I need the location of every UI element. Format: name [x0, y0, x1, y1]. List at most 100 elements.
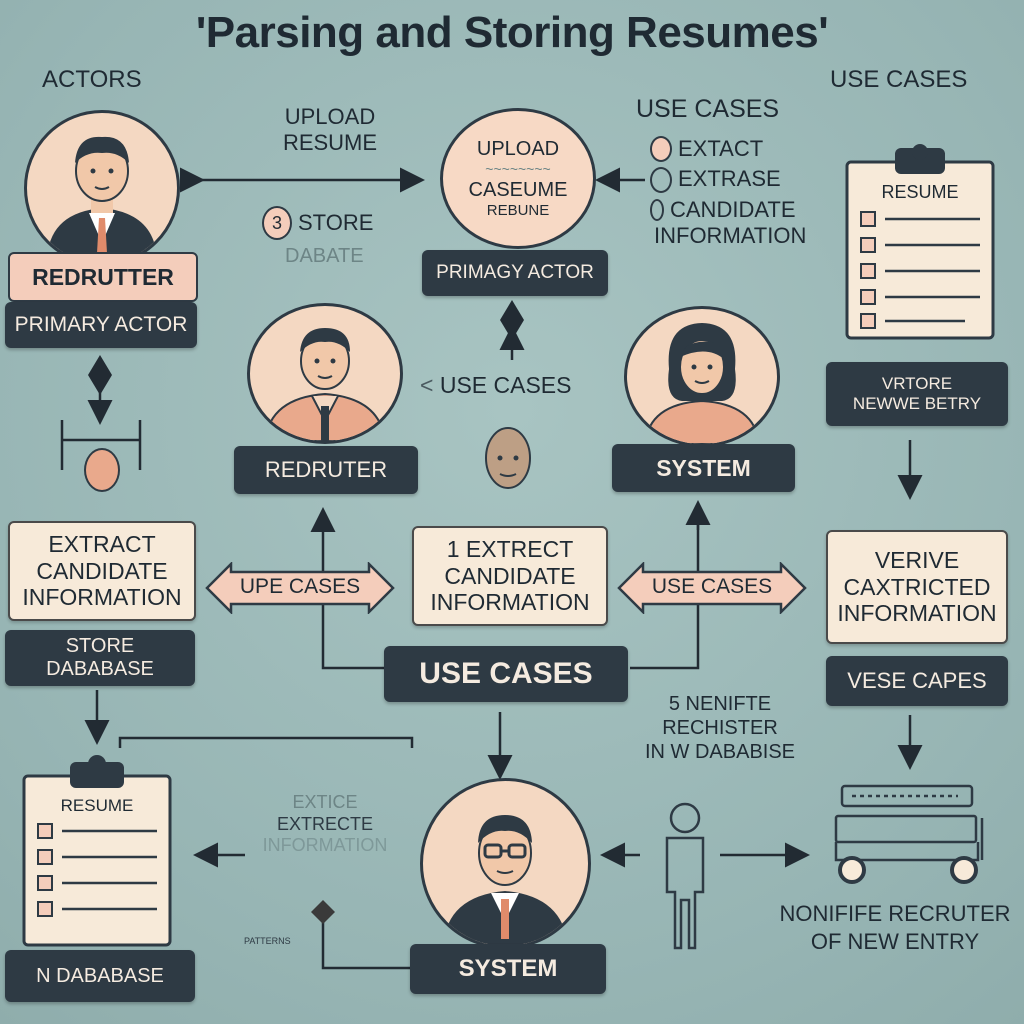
primary-actor-pill-center: PRIMAGY ACTOR [422, 250, 608, 296]
upload-resume-circle: UPLOAD ~~~~~~~~ CASEUME REBUNE [440, 108, 596, 249]
store-text: STORE [298, 209, 374, 235]
box-line-3: INFORMATION [837, 600, 997, 627]
database-cart-icon [828, 778, 988, 888]
cart-icon [834, 784, 984, 884]
left-diamond [88, 355, 112, 395]
small-caption: PATTERNS [244, 936, 291, 946]
faded-extract-text: EXTICE EXTRECTE INFORMATION [250, 792, 400, 857]
person-icon [263, 328, 387, 441]
primary-actor-label: PRIMARY ACTOR [5, 302, 197, 348]
double-arrow-shape [617, 560, 807, 616]
box-line-2: CANDIDATE [444, 562, 576, 589]
actors-header: ACTORS [42, 66, 142, 93]
store-step: 3 STORE [262, 206, 373, 240]
register-text: 5 NENIFTE RECHISTER IN W DABABISE [620, 692, 820, 764]
recruiter-name-top-left: REDRUTTER [8, 252, 198, 302]
person-icon [47, 136, 157, 263]
circle-line-1: UPLOAD [476, 138, 560, 161]
list-item-label: CANDIDATE [670, 196, 796, 222]
system-up-connector [630, 510, 700, 670]
verify-info-box: VERIVE CAXTRICTED INFORMATION [826, 530, 1008, 644]
store-sub-text: DABATE [285, 245, 364, 267]
extract-info-box-center: 1 EXTRECT CANDIDATE INFORMATION [412, 526, 608, 626]
notify-recruiter-text: NONIFIFE RECRUTER OF NEW ENTRY [766, 900, 1024, 955]
system-avatar-bottom [420, 778, 591, 949]
circle-line-2: CASEUME [468, 178, 568, 201]
use-cases-arrow-right: USE CASES [617, 560, 807, 616]
person-outline-icon [665, 802, 705, 950]
circle-faded-line: ~~~~~~~~ [485, 161, 551, 178]
faded-line-1: EXTICE [292, 792, 358, 812]
upload-line-2: RESUME [282, 130, 378, 156]
center-diamond [500, 300, 524, 340]
small-person-icon [478, 424, 538, 496]
person-glasses-icon [443, 815, 568, 946]
bullet-icon [650, 198, 664, 221]
box-line-2: CANDIDATE [36, 557, 168, 584]
system-pill-bottom: SYSTEM [410, 944, 606, 994]
pill-line-1: STORE [65, 635, 135, 657]
bald-person-icon [485, 427, 531, 489]
box-line-2: CAXTRICTED [843, 573, 991, 600]
recruiter-avatar-top-left [24, 110, 180, 266]
upload-resume-label: UPLOAD RESUME [250, 104, 410, 157]
use-cases-header: USE CASES [830, 66, 968, 93]
double-arrow-shape [205, 560, 395, 616]
bullet-icon [650, 166, 672, 193]
use-cases-arrow-left: UPE CASES [205, 560, 395, 616]
list-item-label: EXTRASE [678, 166, 781, 192]
box-line-3: INFORMATION [430, 589, 590, 616]
left-bracket-line [60, 420, 142, 470]
database-pill-bottom: N DABABASE [5, 950, 195, 1002]
clipboard-icon [845, 144, 995, 340]
arrow-label: UPE CASES [239, 575, 361, 598]
list-item: EXTACT [650, 136, 806, 163]
use-cases-list: EXTACT EXTRASE CANDIDATE INFORMATION [650, 136, 806, 250]
bullet-icon [650, 136, 672, 163]
upload-line-1: UPLOAD [284, 104, 376, 129]
bottom-diamond [311, 900, 335, 924]
resume-clipboard-bottom: RESUME [22, 752, 172, 947]
register-line-3: IN W DABABISE [644, 741, 796, 763]
location-badge-icon [84, 448, 120, 492]
recruiter-name-center: REDRUTER [234, 446, 418, 494]
box-line-3: INFORMATION [22, 584, 182, 611]
stick-person-icon [645, 800, 725, 950]
use-cases-main-pill: USE CASES [384, 646, 628, 702]
pill-line-2: DABABASE [46, 658, 154, 680]
bottom-return-line [321, 915, 410, 970]
box-line-1: EXTRACT [48, 531, 156, 558]
box-line-1: 1 EXTRECT [446, 536, 574, 563]
list-item: CANDIDATE [650, 197, 806, 223]
use-cases-center-text: USE CASES [439, 372, 572, 398]
list-item: EXTRASE [650, 166, 806, 193]
clipboard-title: RESUME [881, 182, 959, 202]
resume-clipboard-right: RESUME [845, 140, 995, 340]
circle-line-3: REBUNE [486, 201, 550, 219]
diagram-title: 'Parsing and Storing Resumes' [195, 8, 829, 57]
pill-line-1: VRTORE [881, 374, 953, 393]
faded-line-3: INFORMATION [262, 835, 388, 856]
list-item-extra: INFORMATION [654, 223, 807, 249]
recruiter-avatar-center [247, 303, 403, 444]
box-line-1: VERIVE [874, 547, 960, 574]
notify-line-1: NONIFIFE RECRUTER [779, 901, 1011, 926]
pill-line-2: NEWWE BETRY [852, 394, 982, 413]
register-line-1: 5 NENIFTE [668, 693, 772, 715]
use-cases-right-pill: VESE CAPES [826, 656, 1008, 706]
faded-line-2: EXTRECTE [276, 813, 373, 834]
use-cases-list-title: USE CASES [636, 95, 780, 123]
store-database-pill: STORE DABABASE [5, 630, 195, 686]
top-long-bracket [118, 736, 414, 748]
register-line-2: RECHISTER [662, 717, 778, 739]
arrow-label: USE CASES [651, 575, 773, 598]
system-name-pill: SYSTEM [612, 444, 795, 492]
system-avatar [624, 306, 780, 447]
step-number-badge: 3 [262, 206, 292, 240]
list-item-label: EXTACT [678, 136, 764, 161]
clipboard-icon [22, 755, 172, 947]
woman-icon [643, 323, 761, 444]
use-cases-center-label: < USE CASES [420, 372, 572, 398]
